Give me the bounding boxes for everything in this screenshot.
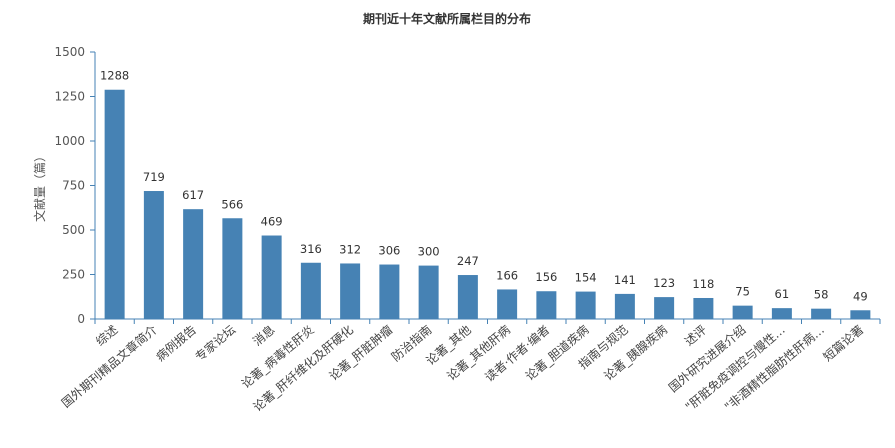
data-label: 617 <box>182 188 204 202</box>
y-tick-label: 0 <box>77 312 85 326</box>
chart-title: 期刊近十年文献所属栏目的分布 <box>363 11 531 26</box>
y-axis-title: 文献量（篇） <box>32 150 47 222</box>
data-label: 469 <box>261 215 283 229</box>
bar <box>575 291 596 319</box>
y-tick-label: 750 <box>62 179 85 193</box>
bar <box>850 310 871 319</box>
data-label: 156 <box>535 270 557 284</box>
bar <box>614 293 635 319</box>
bar <box>143 191 164 319</box>
data-label: 719 <box>143 170 165 184</box>
bar <box>261 235 282 319</box>
x-tick-label: 消息 <box>250 322 278 349</box>
bar <box>654 297 675 319</box>
bar <box>497 289 518 319</box>
y-axis: 0 250 500 750 1000 1250 1500 <box>54 45 96 326</box>
bar <box>811 308 832 319</box>
y-tick-label: 500 <box>62 223 85 237</box>
y-tick-label: 1000 <box>54 134 85 148</box>
x-tick-label: 综述 <box>93 323 120 349</box>
data-label: 61 <box>775 287 790 301</box>
bar <box>379 264 400 319</box>
data-label: 58 <box>814 288 829 302</box>
data-label: 166 <box>496 268 518 282</box>
bar <box>536 291 557 319</box>
bar <box>183 209 204 319</box>
bar <box>418 265 439 319</box>
data-label: 316 <box>300 242 322 256</box>
data-label: 154 <box>575 271 597 285</box>
data-label: 247 <box>457 254 479 268</box>
data-label: 141 <box>614 273 636 287</box>
y-tick-label: 250 <box>62 268 85 282</box>
bar <box>340 263 361 319</box>
y-tick-label: 1500 <box>54 45 85 59</box>
bar <box>732 305 753 319</box>
y-tick-label: 1250 <box>54 90 85 104</box>
x-tick-label: 专家论坛 <box>192 322 238 364</box>
bar <box>693 297 714 319</box>
bar-series <box>104 89 871 320</box>
data-label: 1288 <box>100 69 129 83</box>
bar <box>104 89 125 320</box>
data-label: 312 <box>339 242 361 256</box>
data-label: 300 <box>418 245 440 259</box>
data-label: 118 <box>692 277 714 291</box>
x-axis <box>94 318 881 324</box>
data-label: 566 <box>221 197 243 211</box>
x-tick-label: 述评 <box>682 323 709 349</box>
bar <box>300 262 321 319</box>
data-label: 123 <box>653 276 675 290</box>
bar <box>457 275 478 319</box>
data-label: 75 <box>735 285 750 299</box>
bar <box>222 218 243 319</box>
bar <box>771 308 792 319</box>
x-tick-label: 病例报告 <box>153 322 199 364</box>
data-label: 306 <box>378 244 400 258</box>
data-labels: 1288 719 617 566 469 316 312 306 300 247 166 156 154… <box>100 69 868 304</box>
x-tick-label: 短篇论著 <box>820 322 866 364</box>
data-label: 49 <box>853 289 868 303</box>
